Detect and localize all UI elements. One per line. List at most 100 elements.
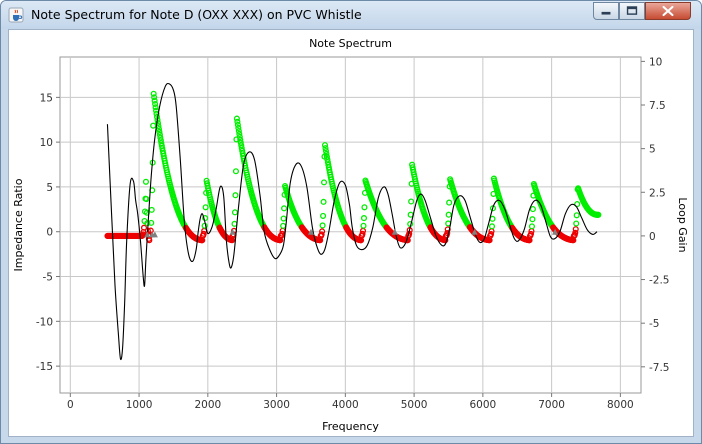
loop-gain-point (151, 97, 158, 104)
loop-gain-point (237, 139, 244, 146)
y-axis-ticks: 15 10 5 0 -5 -10 -15 (36, 92, 60, 373)
minimize-button[interactable] (593, 2, 619, 20)
loop-gain-point (202, 215, 209, 222)
loop-gain-point (231, 209, 239, 216)
loop-gain-point (202, 204, 209, 211)
loop-gain-point (235, 127, 242, 135)
loop-gain-point (318, 231, 325, 238)
maximize-icon (626, 6, 638, 15)
loop-gain-point (360, 222, 367, 229)
x-tick-label: 1000 (126, 399, 153, 411)
loop-gain-point (321, 142, 329, 149)
y2-axis-label: Loop Gain (676, 197, 689, 252)
y-tick-label: 0 (46, 227, 53, 239)
loop-gain-point (572, 226, 579, 233)
loop-gain-point (151, 94, 158, 101)
x-tick-label: 0 (67, 399, 74, 411)
close-button[interactable] (645, 2, 691, 20)
loop-gain-series (104, 90, 602, 244)
loop-gain-point (237, 136, 244, 143)
harmonic-marker (391, 228, 398, 235)
y-tick-label: -15 (36, 361, 53, 373)
loop-gain-point (154, 120, 162, 127)
loop-gain-point (488, 223, 496, 230)
loop-gain-point (322, 147, 330, 155)
harmonic-marker (552, 228, 559, 235)
harmonic-markers (144, 228, 559, 238)
harmonic-marker (471, 228, 478, 235)
x-tick-label: 8000 (607, 399, 634, 411)
loop-gain-point (323, 150, 330, 157)
loop-gain-point (444, 230, 451, 237)
loop-gain-point (236, 130, 243, 138)
y2-tick-label: -2.5 (649, 275, 670, 287)
loop-gain-point (200, 230, 207, 237)
close-icon (662, 5, 674, 17)
loop-gain-point (487, 231, 495, 238)
loop-gain-point (572, 229, 579, 236)
x-tick-label: 6000 (469, 399, 496, 411)
window-title: Note Spectrum for Note D (OXX XXX) on PV… (31, 7, 362, 22)
loop-gain-point (528, 223, 536, 230)
loop-gain-point (144, 220, 151, 227)
loop-gain-point (324, 156, 331, 163)
loop-gain-point (573, 212, 580, 219)
x-axis-ticks: 0 1000 2000 3000 4000 5000 6000 7000 8000 (67, 393, 634, 411)
loop-gain-point (157, 134, 164, 141)
x-tick-label: 4000 (332, 399, 359, 411)
loop-gain-point (281, 205, 288, 212)
chart-title: Note Spectrum (309, 37, 392, 50)
x-tick-label: 2000 (194, 399, 221, 411)
y-axis-label: Impedance Ratio (12, 178, 25, 271)
plot-area: 0 1000 2000 3000 4000 5000 6000 7000 8000 15 10 5 0… (36, 56, 670, 411)
loop-gain-point (445, 211, 452, 218)
loop-gain-point (235, 124, 242, 132)
y-tick-label: 15 (40, 92, 53, 104)
impedance-ratio-line (106, 82, 598, 361)
loop-gain-point (152, 100, 159, 108)
loop-gain-point (322, 145, 329, 152)
y2-tick-label: 0 (649, 231, 656, 243)
title-bar[interactable]: Note Spectrum for Note D (OXX XXX) on PV… (1, 1, 701, 29)
harmonic-marker (151, 231, 158, 238)
loop-gain-point (140, 224, 148, 231)
java-cup-icon (8, 7, 24, 23)
loop-gain-point (361, 204, 368, 211)
y2-tick-label: -7.5 (649, 362, 670, 374)
x-axis-label: Frequency (322, 420, 379, 433)
note-spectrum-chart: Note Spectrum 0 1000 2000 3000 4000 5000 6000 7… (12, 37, 689, 433)
y2-tick-label: 10 (649, 56, 662, 68)
y-tick-label: -10 (36, 316, 53, 328)
loop-gain-point (156, 131, 163, 138)
maximize-button[interactable] (619, 2, 645, 20)
loop-gain-point (359, 230, 366, 237)
y-tick-label: -5 (43, 272, 53, 284)
loop-gain-point (143, 195, 150, 203)
loop-gain-point (147, 227, 154, 234)
chart-panel: Note Spectrum 0 1000 2000 3000 4000 5000 6000 7… (8, 29, 694, 437)
loop-gain-point (574, 201, 581, 208)
x-tick-label: 7000 (538, 399, 565, 411)
y2-tick-label: 5 (649, 144, 656, 156)
y-tick-label: 5 (46, 182, 53, 194)
harmonic-marker (307, 228, 314, 235)
loop-gain-point (140, 231, 147, 238)
loop-gain-point (280, 215, 287, 222)
loop-gain-point (320, 198, 327, 205)
x-tick-label: 5000 (401, 399, 428, 411)
loop-gain-point (157, 137, 164, 144)
loop-gain-point (529, 206, 536, 213)
y2-tick-label: 2.5 (649, 187, 666, 199)
loop-gain-point (529, 216, 536, 223)
loop-gain-point (236, 133, 243, 140)
harmonic-marker (144, 231, 151, 238)
loop-gain-point (320, 179, 328, 186)
loop-gain-point (319, 228, 326, 235)
loop-gain-point (153, 110, 160, 117)
x-tick-label: 3000 (263, 399, 290, 411)
loop-gain-point (595, 211, 602, 218)
loop-gain-point (320, 212, 327, 219)
loop-gain-point (360, 215, 368, 222)
loop-gain-point (150, 90, 157, 97)
